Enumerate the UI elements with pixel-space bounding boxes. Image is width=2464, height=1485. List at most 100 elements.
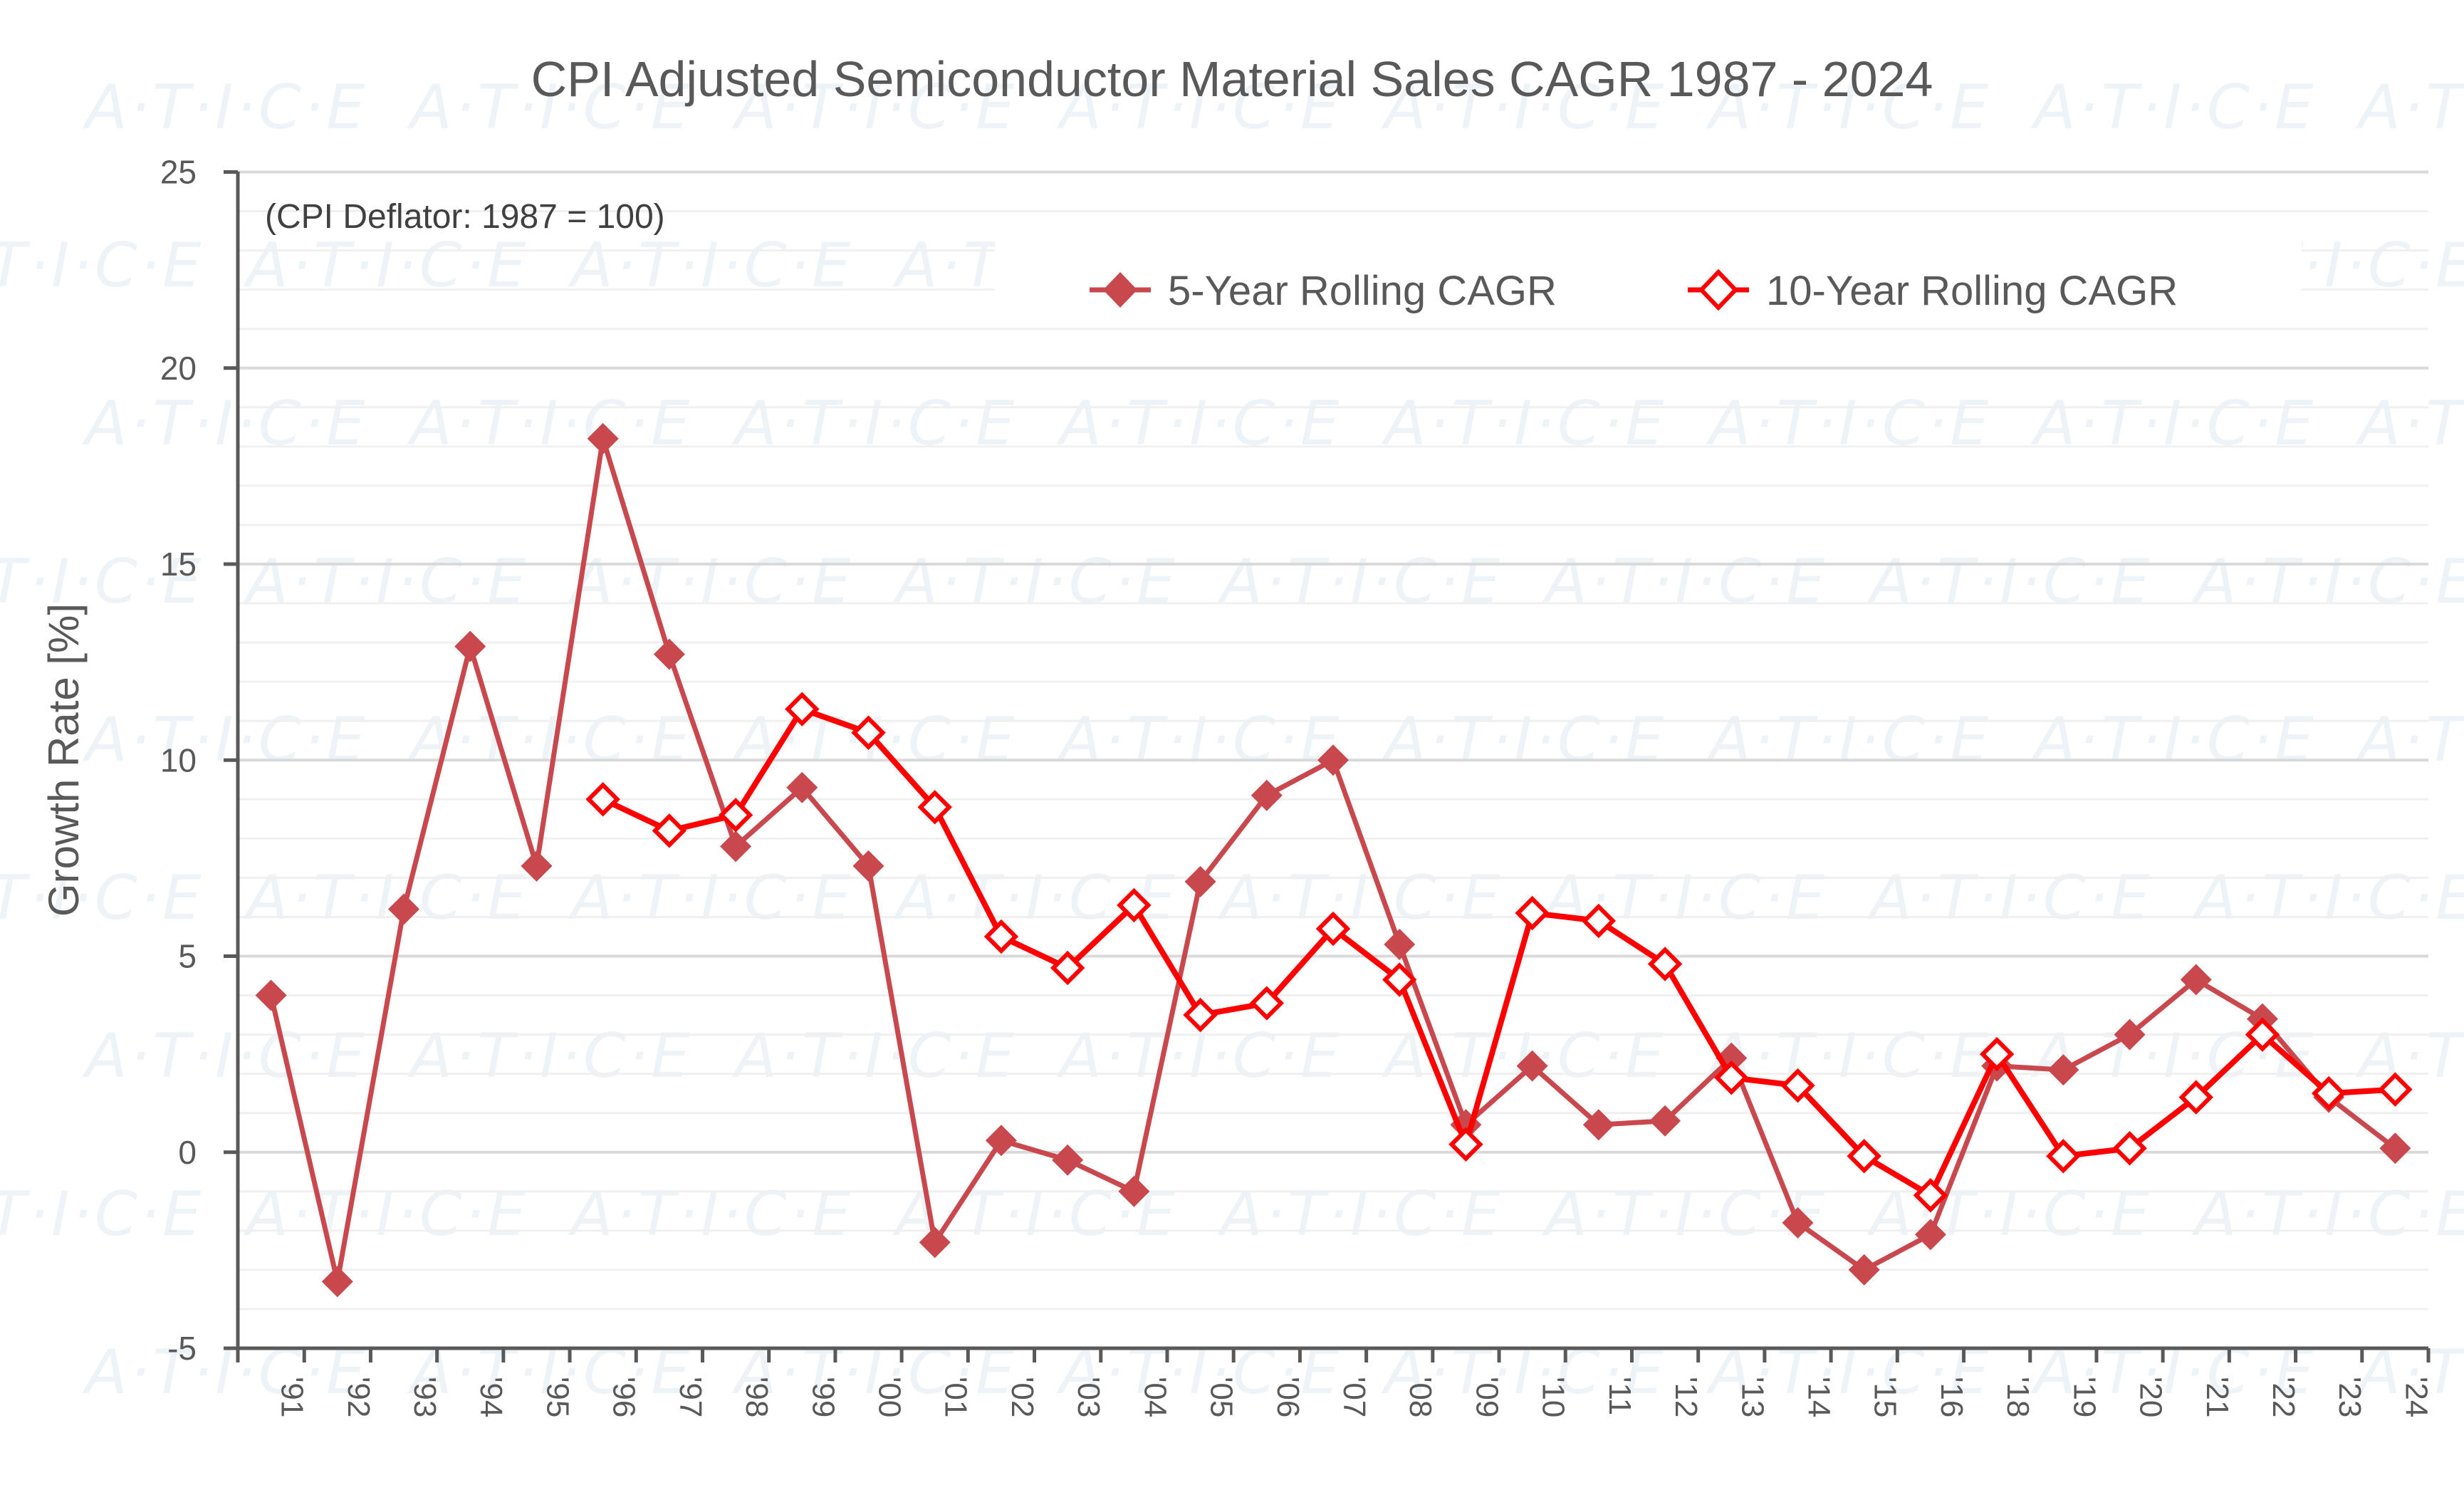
watermark-text: A·T·I·C·E: [243, 1179, 528, 1250]
x-tick-label: '05: [1204, 1377, 1239, 1417]
watermark-text: A·T·I·C·E: [2030, 72, 2316, 143]
legend-item-5yr[interactable]: 5-Year Rolling CAGR: [1090, 268, 1557, 314]
watermark-text: A·T·I·C·E: [82, 704, 367, 776]
watermark-text: A·T·I·C·E: [568, 1179, 853, 1250]
x-tick-label: '13: [1735, 1377, 1770, 1417]
x-tick-label: '02: [1005, 1377, 1040, 1417]
x-tick-label: '22: [2266, 1377, 2301, 1417]
data-point-marker: [1384, 928, 1416, 960]
x-tick-label: '93: [407, 1377, 442, 1417]
data-point-marker: [652, 813, 687, 848]
data-point-marker: [1780, 1068, 1815, 1103]
legend-background: [995, 221, 2302, 328]
chart-title: CPI Adjusted Semiconductor Material Sale…: [531, 51, 1933, 107]
watermark-text: A·T·I·C·E: [1381, 72, 1666, 143]
data-point-marker: [388, 893, 420, 925]
watermark-text: A·T·I·C·E: [1381, 388, 1666, 459]
data-point-marker: [1913, 1178, 1948, 1213]
data-point-marker: [1914, 1219, 1946, 1251]
y-tick-label: 5: [178, 938, 197, 975]
watermark-text: A·T·I·C·E: [407, 704, 692, 776]
x-tick-label: '92: [341, 1377, 376, 1417]
x-tick-label: '24: [2398, 1377, 2433, 1417]
data-point-marker: [454, 630, 486, 662]
x-tick-label: '12: [1669, 1377, 1703, 1417]
watermark-text: A·T·I·C·E: [568, 546, 853, 618]
watermark-text: A·T·I·C·E: [1706, 72, 1991, 143]
watermark-text: A·T·I·C·E: [407, 388, 692, 459]
data-point-marker: [587, 422, 619, 454]
data-point-marker: [786, 771, 818, 803]
x-tick-label: '97: [673, 1377, 708, 1417]
watermark-text: A·T·I·C·E: [2030, 388, 2316, 459]
watermark-text: A·T·I·C·E: [1056, 1021, 1342, 1092]
series-10yr: [585, 692, 2413, 1213]
legend-label-10yr: 10-Year Rolling CAGR: [1766, 268, 2178, 314]
data-point-marker: [718, 798, 753, 833]
y-tick-label: 20: [160, 350, 197, 387]
data-point-marker: [255, 979, 287, 1011]
x-tick-label: '94: [474, 1377, 508, 1417]
legend-item-10yr[interactable]: 10-Year Rolling CAGR: [1688, 268, 2178, 314]
data-point-marker: [1782, 1207, 1814, 1239]
watermark-text: A·T·I·C·E: [2355, 72, 2464, 143]
y-tick-label: 0: [178, 1134, 197, 1171]
data-point-marker: [1183, 997, 1218, 1033]
watermark-text: A·T·I·C·E: [1217, 546, 1503, 618]
data-point-marker: [1382, 962, 1417, 997]
y-tick-label: 10: [160, 741, 197, 778]
data-point-marker: [2046, 1139, 2081, 1174]
data-point-marker: [1251, 779, 1283, 811]
watermark-text: A·T·I·C·E: [1706, 704, 1991, 776]
x-tick-label: '15: [1868, 1377, 1903, 1417]
y-axis-label: Growth Rate [%]: [40, 603, 88, 917]
x-tick-label: '96: [607, 1377, 642, 1417]
watermark-text: A·T·I·C·E: [82, 72, 367, 143]
watermark-text: A·T·I·C·E: [1217, 1179, 1503, 1250]
watermark-text: A·T·I·C·E: [731, 1021, 1017, 1092]
data-point-marker: [1848, 1254, 1880, 1286]
x-tick-label: '91: [275, 1377, 310, 1417]
data-point-marker: [1582, 1109, 1614, 1141]
y-tick-label: 15: [160, 546, 197, 583]
watermark-text: A·T·I·C·E: [0, 863, 204, 934]
watermark-text: A·T·I·C·E: [0, 546, 204, 618]
data-point-marker: [983, 919, 1019, 954]
watermark-text: A·T·I·C·E: [2355, 704, 2464, 776]
data-point-marker: [1847, 1139, 1881, 1174]
data-point-marker: [2178, 1080, 2214, 1115]
data-point-marker: [852, 850, 884, 882]
data-point-marker: [2047, 1054, 2079, 1086]
watermark-text: A·T·I·C·E: [0, 230, 204, 301]
x-tick-label: '04: [1137, 1377, 1172, 1417]
x-tick-label: '18: [2000, 1377, 2035, 1417]
data-point-marker: [1184, 865, 1216, 897]
x-tick-label: '20: [2134, 1377, 2168, 1417]
x-tick-label: '08: [1403, 1377, 1438, 1417]
watermark-text: A·T·I·C·E: [1867, 863, 2152, 934]
data-point-marker: [785, 692, 820, 726]
watermark-text: A·T·I·C·E: [731, 388, 1017, 459]
data-point-marker: [1050, 950, 1085, 986]
data-point-marker: [851, 715, 886, 750]
x-tick-label: '11: [1602, 1377, 1637, 1415]
x-tick-label: '06: [1270, 1377, 1305, 1417]
watermark-text: A·T·I·C·E: [0, 1179, 204, 1250]
watermark-text: A·T·I·C·E: [82, 1021, 367, 1092]
x-tick-label: '14: [1801, 1377, 1836, 1417]
watermark-text: A·T·I·C·E: [243, 863, 528, 934]
data-point-marker: [1249, 986, 1285, 1021]
watermark-text: A·T·I·C·E: [1867, 546, 2152, 618]
data-point-marker: [321, 1266, 353, 1298]
legend-label-5yr: 5-Year Rolling CAGR: [1168, 268, 1557, 314]
x-tick-label: '19: [2067, 1377, 2102, 1417]
watermark-text: A·T·I·C·E: [2191, 546, 2464, 618]
data-point-marker: [919, 1226, 951, 1259]
hollow-diamond-icon: [1698, 269, 1739, 311]
x-tick-label: '23: [2332, 1377, 2367, 1417]
data-point-marker: [1117, 887, 1152, 923]
data-point-marker: [1979, 1036, 2015, 1072]
watermark-text: A·T·I·C·E: [1542, 546, 1827, 618]
filled-diamond-icon: [1103, 272, 1137, 308]
